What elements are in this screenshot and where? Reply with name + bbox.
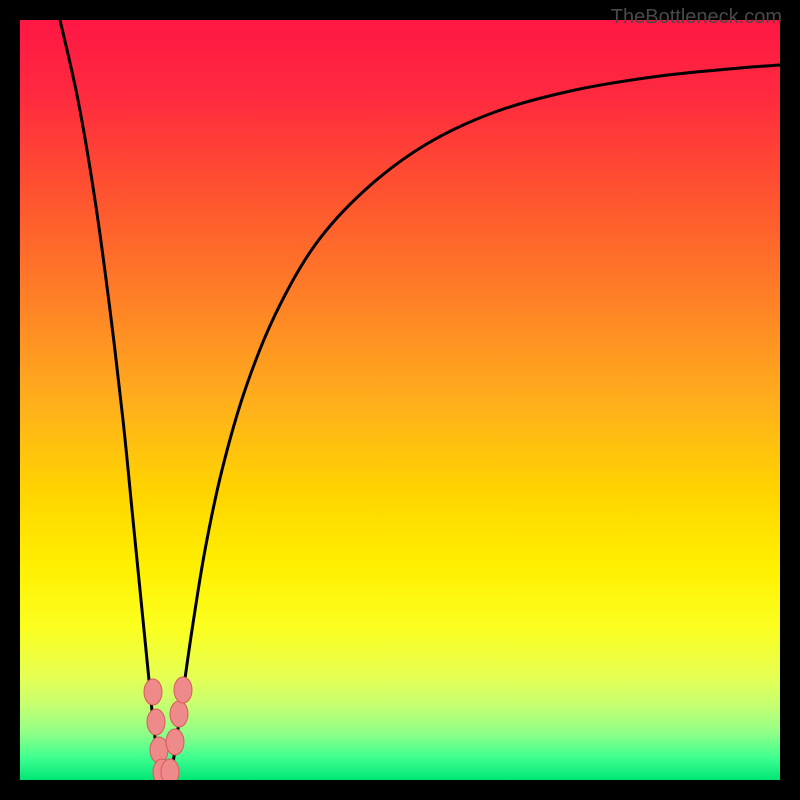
marker-point [174,677,192,703]
chart-container [20,20,780,780]
marker-point [161,759,179,780]
watermark-text: TheBottleneck.com [611,6,782,29]
marker-point [170,701,188,727]
marker-point [147,709,165,735]
gradient-background [20,20,780,780]
marker-point [144,679,162,705]
marker-point [150,737,168,763]
marker-point [166,729,184,755]
bottleneck-chart [20,20,780,780]
